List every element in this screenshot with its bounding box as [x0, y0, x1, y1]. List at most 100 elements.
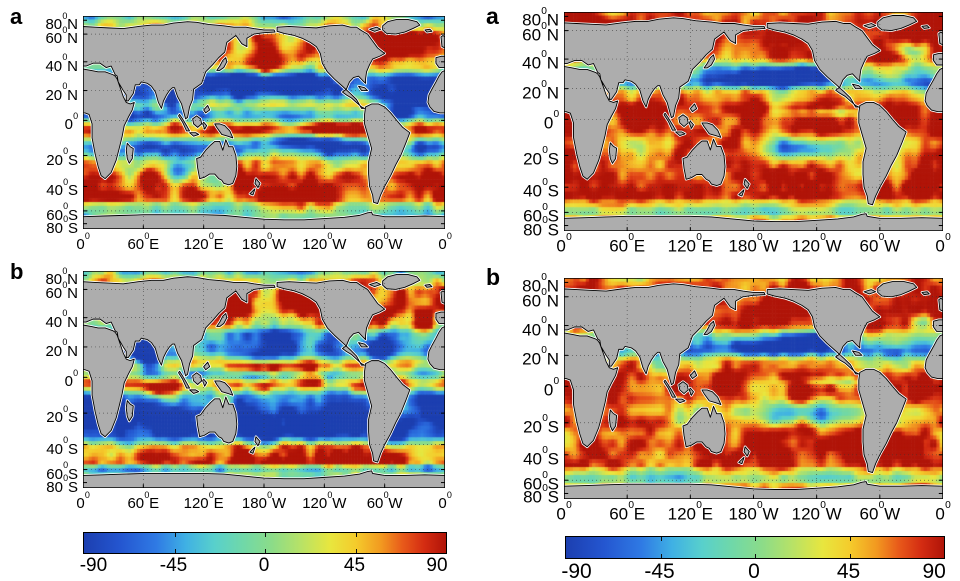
- colorbar-tick-mark: [265, 549, 266, 553]
- colorbar-right: [565, 536, 945, 559]
- colorbar-tick-label: 0: [258, 555, 270, 576]
- x-axis-tick-label: 1200W: [302, 230, 347, 254]
- x-axis-tick-label: 00: [935, 231, 951, 256]
- degree-superscript: 0: [62, 279, 68, 290]
- degree-superscript: 0: [542, 444, 548, 456]
- degree-superscript: 0: [63, 201, 69, 212]
- degree-superscript: 0: [542, 177, 548, 189]
- x-axis-tick-label: 00: [438, 230, 452, 254]
- degree-superscript: 0: [383, 489, 389, 500]
- y-axis-tick-label: 600S: [46, 460, 78, 483]
- degree-superscript: 0: [541, 20, 547, 32]
- degree-superscript: 0: [63, 435, 69, 446]
- y-axis-tick-label: 00: [543, 376, 560, 400]
- y-axis-tick-label: 200N: [45, 337, 78, 360]
- y-axis-tick-label: 800N: [45, 265, 78, 289]
- degree-superscript: 0: [446, 230, 452, 241]
- degree-superscript: 0: [542, 202, 548, 214]
- x-axis-tick-label: 1200W: [791, 499, 842, 524]
- x-axis-tick-label: 1200E: [667, 231, 714, 256]
- x-axis-tick-label: 1800W: [728, 231, 779, 256]
- x-axis-tick-label: 600E: [609, 231, 646, 256]
- x-axis-tick-label: 600W: [366, 230, 403, 254]
- degree-superscript: 0: [820, 231, 826, 243]
- x-axis-tick-label: 1200W: [302, 489, 347, 513]
- x-axis-tick-label: 600E: [127, 489, 160, 513]
- degree-superscript: 0: [62, 52, 68, 63]
- colorbar-tick-label: 90: [426, 555, 448, 576]
- y-axis-tick-label: 400N: [522, 48, 559, 73]
- degree-superscript: 0: [541, 48, 547, 60]
- degree-superscript: 0: [566, 231, 572, 243]
- degree-superscript: 0: [63, 214, 69, 225]
- degree-superscript: 0: [820, 499, 826, 511]
- degree-superscript: 0: [696, 231, 702, 243]
- y-axis-tick-label: 600S: [523, 202, 559, 227]
- y-axis-tick-label: 800S: [46, 473, 78, 496]
- degree-superscript: 0: [541, 345, 547, 357]
- degree-superscript: 0: [62, 308, 68, 319]
- y-axis-tick-label: 600N: [522, 20, 559, 45]
- y-axis-tick-label: 400N: [522, 315, 559, 340]
- degree-superscript: 0: [383, 230, 389, 241]
- colorbar-tick-label: -45: [644, 560, 675, 581]
- degree-superscript: 0: [878, 499, 885, 511]
- y-axis-tick-label: 400S: [523, 177, 559, 201]
- y-axis-tick-label: 800S: [46, 214, 78, 237]
- x-axis-tick-label: 00: [76, 230, 90, 254]
- degree-superscript: 0: [541, 78, 547, 90]
- degree-superscript: 0: [73, 110, 79, 121]
- degree-superscript: 0: [327, 489, 333, 500]
- colorbar-tick-mark: [849, 537, 851, 541]
- colorbar-tick-mark: [849, 554, 851, 558]
- degree-superscript: 0: [208, 230, 214, 241]
- degree-superscript: 0: [62, 24, 68, 35]
- degree-superscript: 0: [878, 231, 885, 243]
- x-axis-tick-label: 1200W: [791, 231, 842, 256]
- y-axis-tick-label: 200S: [46, 146, 78, 169]
- map-overlay: [564, 278, 943, 499]
- colorbar-tick-label: -90: [561, 560, 592, 581]
- degree-superscript: 0: [541, 315, 547, 327]
- x-axis-tick-label: 00: [76, 489, 90, 513]
- degree-superscript: 0: [73, 367, 79, 378]
- colorbar-tick-mark: [265, 533, 266, 537]
- degree-superscript: 0: [553, 109, 560, 121]
- x-axis-tick-label: 600W: [366, 489, 403, 513]
- x-axis-tick-label: 600W: [859, 499, 901, 524]
- world-heatmap-left-b: [83, 271, 445, 488]
- colorbar-left: [83, 532, 447, 554]
- degree-superscript: 0: [63, 176, 69, 187]
- degree-superscript: 0: [757, 499, 763, 511]
- degree-superscript: 0: [542, 412, 548, 424]
- y-axis-tick-label: 800S: [523, 483, 559, 508]
- degree-superscript: 0: [566, 499, 572, 511]
- y-axis-tick-label: 00: [64, 367, 79, 391]
- colorbar-tick-label: 0: [748, 560, 760, 581]
- y-axis-tick-label: 200N: [45, 81, 78, 104]
- degree-superscript: 0: [541, 272, 547, 284]
- map-overlay: [564, 12, 943, 231]
- y-axis-tick-label: 400S: [46, 435, 78, 458]
- y-axis-tick-label: 200N: [522, 345, 559, 369]
- x-axis-tick-label: 1200E: [183, 230, 224, 254]
- x-axis-tick-label: 1200E: [183, 489, 224, 513]
- degree-superscript: 0: [542, 470, 548, 482]
- degree-superscript: 0: [63, 460, 69, 471]
- colorbar-tick-label: 90: [922, 560, 946, 581]
- y-axis-tick-label: 800N: [45, 10, 78, 34]
- colorbar-tick-mark: [174, 533, 176, 537]
- panel-label-left-a: a: [10, 4, 23, 29]
- degree-superscript: 0: [327, 230, 333, 241]
- y-axis-tick-label: 400S: [46, 176, 78, 200]
- colorbar-tick-label: 45: [343, 555, 366, 576]
- y-axis-tick-label: 00: [543, 109, 560, 133]
- y-axis-tick-label: 800N: [522, 6, 559, 31]
- y-axis-tick-label: 00: [64, 110, 79, 134]
- degree-superscript: 0: [144, 230, 150, 241]
- degree-superscript: 0: [62, 81, 68, 92]
- x-axis-tick-label: 1800W: [241, 230, 287, 254]
